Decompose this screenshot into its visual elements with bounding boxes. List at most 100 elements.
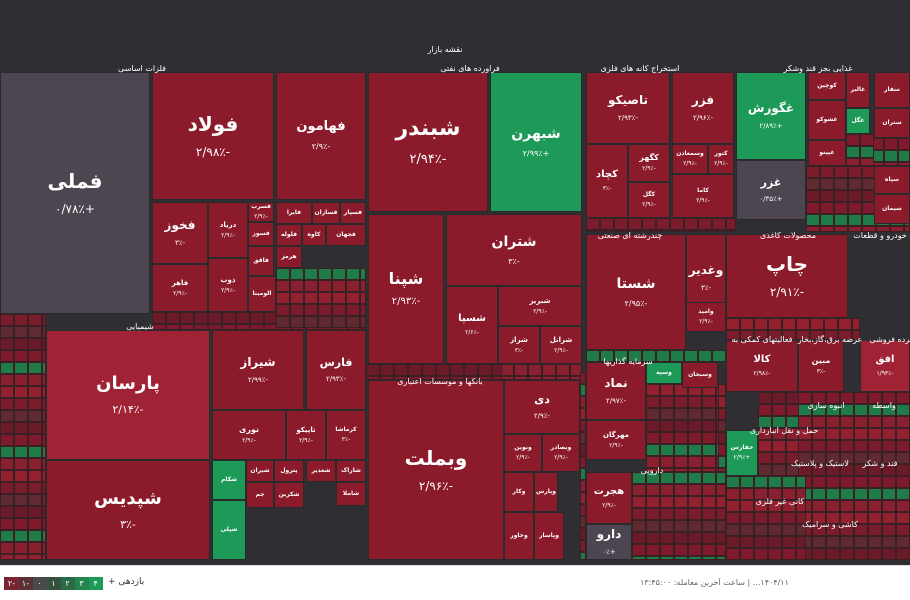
- small-stock-tile[interactable]: [796, 548, 806, 560]
- small-stock-tile[interactable]: [580, 396, 586, 408]
- small-stock-tile[interactable]: [740, 488, 754, 500]
- small-stock-tile[interactable]: [0, 446, 14, 458]
- small-stock-tile[interactable]: [346, 292, 360, 304]
- small-stock-tile[interactable]: [716, 484, 726, 496]
- small-stock-tile[interactable]: [580, 384, 586, 396]
- small-stock-tile[interactable]: [718, 420, 726, 432]
- small-stock-tile[interactable]: [304, 316, 318, 328]
- small-stock-tile[interactable]: [586, 230, 600, 232]
- stock-tile[interactable]: دارو +۰٪: [586, 524, 632, 560]
- small-stock-tile[interactable]: [854, 536, 868, 548]
- small-stock-tile[interactable]: [646, 420, 660, 432]
- small-stock-tile[interactable]: [806, 214, 820, 226]
- small-stock-tile[interactable]: [28, 542, 42, 554]
- small-stock-tile[interactable]: [0, 434, 14, 446]
- small-stock-tile[interactable]: [834, 214, 848, 226]
- stock-tile[interactable]: فسوز: [248, 222, 274, 246]
- small-stock-tile[interactable]: [380, 364, 394, 376]
- small-stock-tile[interactable]: [580, 492, 586, 504]
- small-stock-tile[interactable]: [834, 226, 848, 232]
- small-stock-tile[interactable]: [782, 476, 796, 488]
- small-stock-tile[interactable]: [854, 440, 868, 452]
- small-stock-tile[interactable]: [194, 312, 208, 324]
- small-stock-tile[interactable]: [42, 458, 46, 470]
- small-stock-tile[interactable]: [868, 524, 882, 536]
- small-stock-tile[interactable]: [570, 364, 582, 376]
- small-stock-tile[interactable]: [782, 548, 796, 560]
- stock-tile[interactable]: وپاسار: [534, 512, 564, 560]
- small-stock-tile[interactable]: [436, 364, 450, 376]
- small-stock-tile[interactable]: [840, 452, 854, 464]
- stock-tile[interactable]: شغدیر: [306, 460, 336, 482]
- small-stock-tile[interactable]: [798, 440, 812, 452]
- small-stock-tile[interactable]: [716, 556, 726, 560]
- stock-tile[interactable]: سپاه: [874, 166, 910, 194]
- small-stock-tile[interactable]: [14, 386, 28, 398]
- stock-tile[interactable]: غالبر: [846, 72, 870, 108]
- small-stock-tile[interactable]: [360, 304, 366, 316]
- small-stock-tile[interactable]: [276, 280, 290, 292]
- small-stock-tile[interactable]: [614, 350, 628, 362]
- small-stock-tile[interactable]: [656, 218, 670, 230]
- small-stock-tile[interactable]: [882, 428, 896, 440]
- small-stock-tile[interactable]: [14, 506, 28, 518]
- small-stock-tile[interactable]: [318, 268, 332, 280]
- small-stock-tile[interactable]: [882, 476, 896, 488]
- small-stock-tile[interactable]: [646, 444, 660, 456]
- small-stock-tile[interactable]: [882, 500, 896, 512]
- small-stock-tile[interactable]: [180, 324, 194, 330]
- small-stock-tile[interactable]: [840, 440, 854, 452]
- small-stock-tile[interactable]: [826, 536, 840, 548]
- small-stock-tile[interactable]: [768, 318, 782, 330]
- small-stock-tile[interactable]: [586, 218, 600, 230]
- stock-tile[interactable]: حفارس +۲/۹٪: [726, 430, 758, 476]
- small-stock-tile[interactable]: [812, 500, 826, 512]
- stock-tile[interactable]: فسپار: [340, 202, 366, 224]
- small-stock-tile[interactable]: [646, 408, 660, 420]
- small-stock-tile[interactable]: [674, 456, 688, 468]
- small-stock-tile[interactable]: [250, 324, 264, 330]
- small-stock-tile[interactable]: [332, 268, 346, 280]
- small-stock-tile[interactable]: [360, 316, 366, 328]
- stock-tile[interactable]: غزر +۰/۳۵٪: [736, 160, 806, 220]
- small-stock-tile[interactable]: [688, 544, 702, 556]
- small-stock-tile[interactable]: [854, 404, 868, 416]
- small-stock-tile[interactable]: [0, 326, 14, 338]
- small-stock-tile[interactable]: [422, 364, 436, 376]
- small-stock-tile[interactable]: [276, 292, 290, 304]
- small-stock-tile[interactable]: [754, 330, 768, 340]
- small-stock-tile[interactable]: [898, 150, 910, 162]
- small-stock-tile[interactable]: [28, 506, 42, 518]
- small-stock-tile[interactable]: [688, 508, 702, 520]
- small-stock-tile[interactable]: [42, 554, 46, 560]
- small-stock-tile[interactable]: [408, 364, 422, 376]
- stock-tile[interactable]: نوری -۲/۹٪: [212, 410, 286, 460]
- small-stock-tile[interactable]: [726, 230, 736, 232]
- small-stock-tile[interactable]: [646, 396, 660, 408]
- small-stock-tile[interactable]: [840, 416, 854, 428]
- small-stock-tile[interactable]: [14, 554, 28, 560]
- small-stock-tile[interactable]: [846, 158, 860, 166]
- small-stock-tile[interactable]: [674, 420, 688, 432]
- small-stock-tile[interactable]: [838, 330, 852, 340]
- small-stock-tile[interactable]: [758, 404, 772, 416]
- small-stock-tile[interactable]: [882, 392, 896, 404]
- stock-tile[interactable]: الومینا: [248, 276, 276, 312]
- small-stock-tile[interactable]: [632, 556, 646, 560]
- stock-tile[interactable]: کاوه: [302, 224, 326, 246]
- small-stock-tile[interactable]: [896, 416, 910, 428]
- small-stock-tile[interactable]: [360, 280, 366, 292]
- small-stock-tile[interactable]: [772, 416, 786, 428]
- small-stock-tile[interactable]: [824, 330, 838, 340]
- small-stock-tile[interactable]: [772, 464, 786, 476]
- small-stock-tile[interactable]: [812, 416, 826, 428]
- small-stock-tile[interactable]: [14, 542, 28, 554]
- small-stock-tile[interactable]: [810, 330, 824, 340]
- small-stock-tile[interactable]: [646, 508, 660, 520]
- stock-tile[interactable]: ستران: [874, 108, 910, 138]
- small-stock-tile[interactable]: [580, 408, 586, 420]
- small-stock-tile[interactable]: [868, 416, 882, 428]
- small-stock-tile[interactable]: [208, 312, 222, 324]
- stock-tile[interactable]: شپلی: [212, 500, 246, 560]
- small-stock-tile[interactable]: [740, 548, 754, 560]
